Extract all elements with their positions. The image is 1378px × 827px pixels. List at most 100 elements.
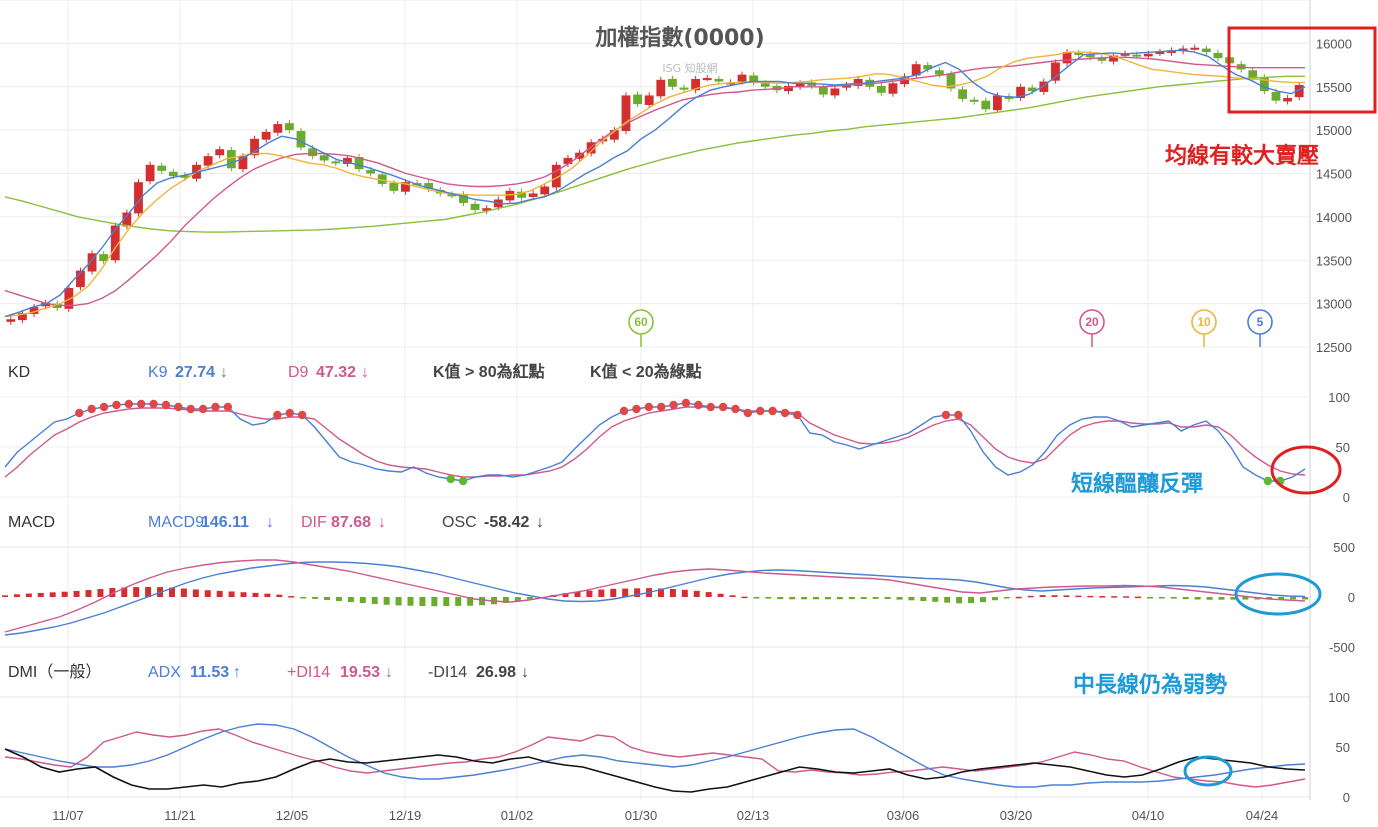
ma-tag-label: 60 (634, 315, 648, 329)
candle-body (180, 175, 190, 178)
pdi-arrow: ↓ (385, 664, 393, 681)
adx-arrow: ↑ (233, 664, 241, 681)
osc-bar (502, 597, 509, 604)
kd-red-dot (174, 402, 183, 412)
osc-bar (25, 593, 32, 597)
osc-bar (109, 587, 116, 597)
kd-y-tick: 0 (1343, 490, 1350, 505)
osc-bar (1015, 596, 1022, 599)
osc-bar (288, 596, 295, 598)
x-tick-label: 04/24 (1246, 808, 1279, 823)
candle-body (1178, 48, 1188, 52)
candle-body (157, 165, 167, 171)
osc-bar (860, 597, 867, 599)
osc-bar (836, 597, 843, 600)
kd-red-dot (297, 410, 307, 420)
osc-bar (932, 597, 939, 602)
osc-bar (37, 592, 44, 597)
kd-red-dot (706, 402, 715, 412)
osc-bar (693, 590, 700, 597)
candle-body (99, 254, 109, 262)
osc-bar (610, 588, 617, 597)
osc-bar (180, 588, 187, 597)
osc-bar (657, 588, 664, 597)
osc-bar (741, 596, 748, 599)
candle-body (876, 85, 886, 93)
osc-bar (1242, 597, 1249, 600)
kd-red-dot (87, 404, 96, 414)
candle-body (284, 123, 294, 131)
y-tick-label: 12500 (1316, 340, 1352, 355)
candle-body (517, 191, 526, 198)
kd-green-dot (1263, 476, 1273, 486)
osc-bar (1278, 597, 1285, 600)
osc-bar (1135, 596, 1142, 599)
osc-value: -58.42 (484, 514, 529, 531)
osc-bar (813, 597, 820, 600)
candle-body (226, 150, 236, 169)
osc-bar (1099, 596, 1106, 598)
osc-bar (979, 597, 986, 603)
x-tick-label: 04/10 (1132, 808, 1165, 823)
x-tick-label: 02/13 (737, 808, 770, 823)
candle-body (981, 100, 991, 110)
candle-body (714, 78, 724, 82)
osc-bar (586, 590, 593, 597)
kd-red-dot (273, 410, 282, 420)
kd-y-tick: 50 (1336, 440, 1350, 455)
osc-bar (1170, 597, 1177, 599)
y-tick-label: 13000 (1316, 297, 1352, 312)
osc-bar (908, 597, 915, 601)
osc-bar (622, 588, 629, 597)
kd-red-dot (99, 402, 109, 412)
osc-bar (324, 597, 331, 601)
candle-body (87, 253, 97, 272)
candle-body (958, 89, 967, 99)
kd-title: KD (8, 364, 30, 381)
x-tick-label: 03/20 (1000, 808, 1033, 823)
sell-pressure-box (1227, 26, 1377, 114)
osc-bar (824, 597, 831, 600)
candle-body (331, 161, 341, 164)
osc-bar (705, 592, 712, 597)
kd-red-dot (793, 410, 802, 420)
x-tick-label: 11/21 (164, 808, 196, 823)
candle-body (1004, 96, 1014, 99)
pdi-value: 19.53 (340, 664, 380, 681)
k9-label: K9 (148, 364, 168, 381)
ma-tag-label: 10 (1197, 315, 1211, 329)
candle-body (250, 138, 259, 156)
osc-bar (335, 597, 342, 602)
osc-bar (753, 597, 760, 599)
candle-body (993, 95, 1002, 111)
adx-line (4, 723, 1306, 788)
osc-bar (968, 597, 975, 604)
candle-body (633, 94, 642, 105)
candle-body (888, 83, 898, 94)
candle-body (6, 319, 16, 322)
candle-body (1271, 91, 1281, 101)
osc-bar (359, 597, 366, 604)
osc-bar (49, 592, 56, 597)
candle-body (215, 149, 225, 156)
candle-body (818, 86, 828, 95)
kd-red-dot (656, 402, 666, 412)
dmi-panel (4, 723, 1306, 793)
macd-y-tick: 0 (1348, 590, 1355, 605)
candle-body (969, 99, 979, 102)
dmi-y-tick: 50 (1336, 740, 1350, 755)
axis-labels: 11/07 11/21 12/05 12/19 01/02 01/30 02/13 03/06… (52, 36, 1355, 823)
candle-body (1248, 70, 1258, 79)
y-tick-label: 15000 (1316, 123, 1352, 138)
macd-y-tick: -500 (1329, 640, 1355, 655)
candle-body (470, 203, 480, 210)
candle-body (18, 313, 27, 321)
kd-red-dot (681, 398, 691, 408)
candle-body (691, 78, 701, 91)
osc-bar (85, 590, 92, 597)
annotation-sell-pressure: 均線有較大賣壓 (1165, 143, 1319, 169)
candle-body (1143, 53, 1153, 57)
candle-body (145, 164, 155, 182)
candle-body (389, 183, 399, 191)
osc-bar (1218, 597, 1225, 600)
